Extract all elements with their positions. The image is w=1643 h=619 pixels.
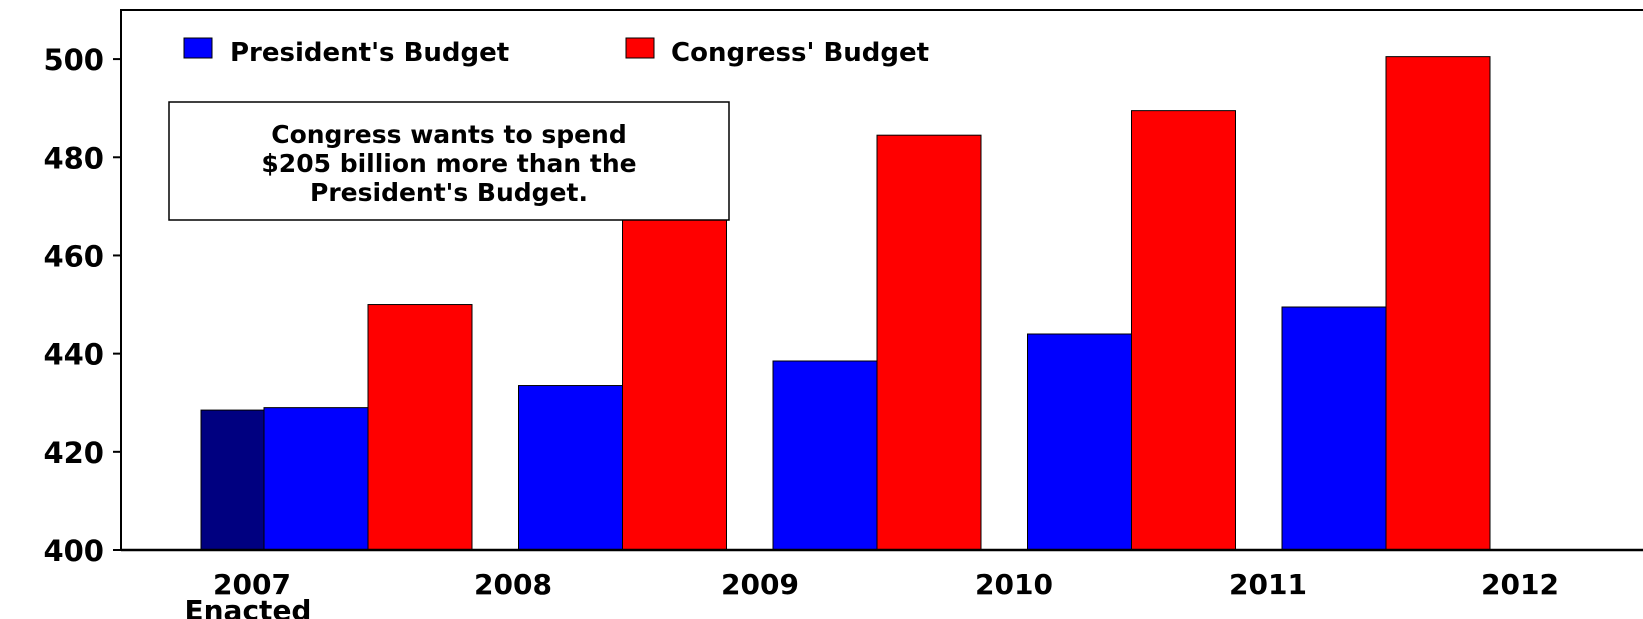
bar-congress-2009	[622, 191, 727, 551]
y-tick-label: 420	[43, 436, 104, 470]
legend-swatch-congress	[625, 37, 655, 59]
legend-label-president: President's Budget	[230, 38, 509, 68]
bar-president-2011	[1027, 333, 1132, 551]
bar-congress-2011	[1131, 110, 1236, 551]
bar-president-2010	[772, 360, 878, 551]
annotation-line-1: Congress wants to spend	[271, 120, 627, 149]
legend: President's Budget Congress' Budget	[183, 37, 929, 68]
x-tick-label-2010: 2010	[975, 568, 1053, 601]
annotation-line-3: President's Budget.	[310, 178, 588, 207]
x-tick-label-2012: 2012	[1481, 568, 1559, 601]
legend-swatch-president	[183, 37, 213, 59]
y-tick-label: 440	[43, 338, 104, 372]
y-tick-label: 460	[43, 239, 104, 273]
annotation-box: Congress wants to spend $205 billion mor…	[168, 101, 730, 221]
bars-group	[200, 56, 1491, 551]
annotation-frame	[168, 101, 730, 221]
x-tick-label-2009: 2009	[721, 568, 799, 601]
x-tick-sublabel-2007: Enacted	[185, 594, 312, 619]
y-tick-label: 500	[43, 43, 104, 77]
y-axis: 400 420 440 460 480 500	[43, 43, 121, 568]
y-tick-label: 480	[43, 141, 104, 175]
bar-congress-2012	[1385, 56, 1491, 551]
bar-president-2012	[1281, 306, 1387, 551]
bar-president-2008	[263, 407, 369, 551]
x-tick-label-2011: 2011	[1229, 568, 1307, 601]
bar-president-2009	[518, 385, 623, 551]
bar-congress-2008	[367, 304, 473, 551]
x-tick-label-2008: 2008	[474, 568, 552, 601]
x-tick-label-2007: 2007	[213, 568, 291, 601]
legend-label-congress: Congress' Budget	[671, 38, 929, 68]
y-tick-label: 400	[43, 534, 104, 568]
bar-congress-2010	[876, 134, 982, 551]
annotation-line-2: $205 billion more than the	[261, 149, 636, 178]
